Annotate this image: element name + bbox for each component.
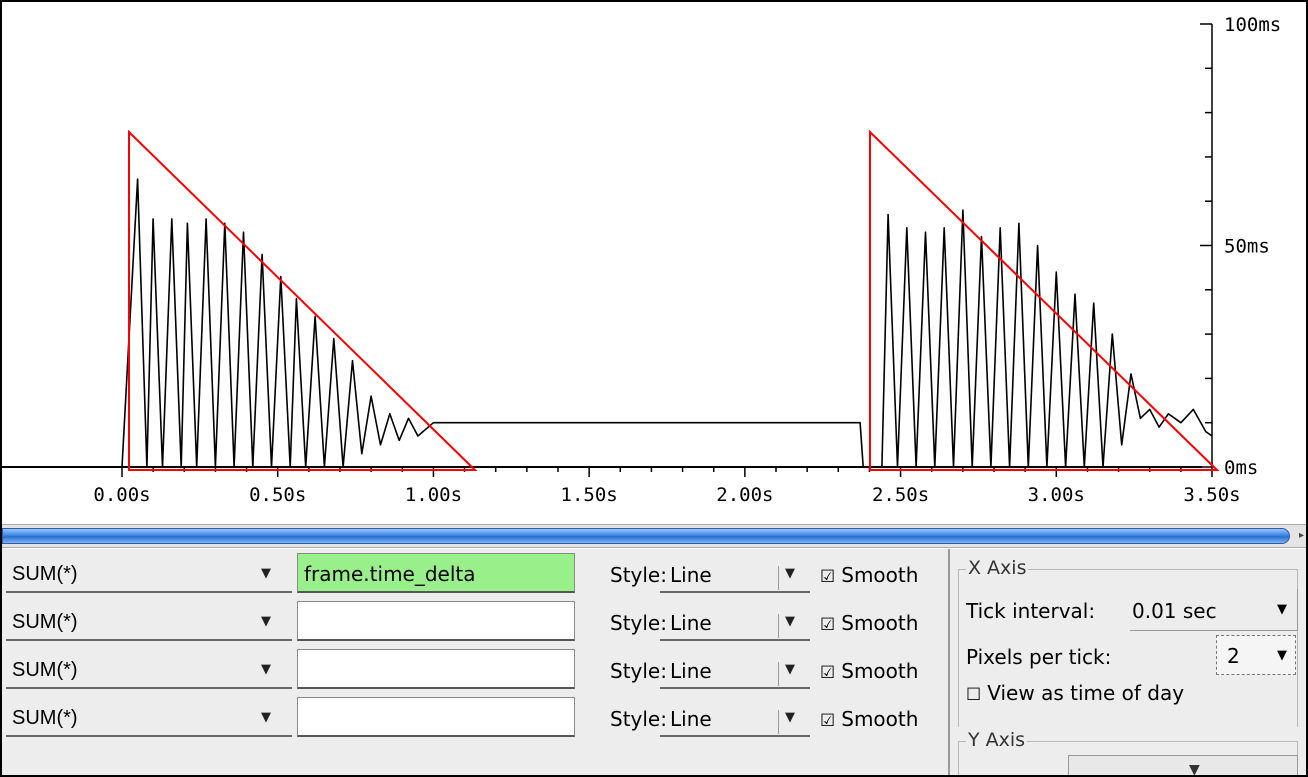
x-tick-label: 2.00s (716, 484, 773, 506)
style-select-value: Line (670, 659, 712, 683)
style-select-value: Line (670, 611, 712, 635)
graph-row-4: SUM(*) ▼ Style: Line ▼ ☑ Smooth (2, 697, 952, 741)
graph-row-2: SUM(*) ▼ Style: Line ▼ ☑ Smooth (2, 601, 952, 645)
style-select[interactable]: Line ▼ (660, 649, 810, 689)
x-tick-label: 0.00s (93, 484, 150, 506)
panel-divider (948, 549, 950, 775)
pixels-per-tick-value: 2 (1227, 644, 1240, 668)
calc-select[interactable]: SUM(*) ▼ (6, 649, 292, 689)
graph-controls-panel: SUM(*) ▼ frame.time_delta Style: Line ▼ … (2, 549, 1306, 777)
tick-interval-label: Tick interval: (966, 599, 1096, 623)
chevron-down-icon[interactable]: ▼ (1189, 762, 1200, 777)
calc-select-value: SUM(*) (12, 563, 78, 585)
chevron-down-icon[interactable]: ▼ (778, 662, 795, 686)
graph-area: 100ms 50ms 0ms 0.00s 0.50s 1.00s 1.50s 2.00s 2.5… (2, 2, 1306, 522)
chevron-down-icon[interactable]: ▼ (1277, 648, 1287, 663)
scroll-right-arrow-icon[interactable]: ▸ (1298, 530, 1304, 541)
pixels-per-tick-label: Pixels per tick: (966, 645, 1112, 669)
chevron-down-icon[interactable]: ▼ (778, 566, 795, 590)
calc-select-value: SUM(*) (12, 659, 78, 681)
calc-select-value: SUM(*) (12, 611, 78, 633)
smooth-label: Smooth (841, 563, 919, 587)
smooth-label: Smooth (841, 707, 919, 731)
x-tick-label: 3.50s (1183, 484, 1240, 506)
chevron-down-icon[interactable]: ▼ (1277, 602, 1287, 617)
y-axis-select[interactable]: ▼ (1068, 755, 1298, 777)
style-select-value: Line (670, 563, 712, 587)
x-tick-label: 1.00s (405, 484, 462, 506)
calc-field-input[interactable] (297, 649, 575, 689)
horizontal-scrollbar[interactable]: ▸ (2, 524, 1306, 548)
checkbox-checked-icon[interactable]: ☑ (820, 711, 836, 731)
pixels-per-tick-select[interactable]: 2 ▼ (1216, 635, 1296, 675)
smooth-checkbox[interactable]: ☑ Smooth (820, 659, 918, 683)
style-select[interactable]: Line ▼ (660, 601, 810, 641)
chevron-down-icon[interactable]: ▼ (778, 614, 795, 638)
checkbox-checked-icon[interactable]: ☑ (820, 567, 836, 587)
annotation-triangle-right (869, 129, 1220, 471)
smooth-checkbox[interactable]: ☑ Smooth (820, 611, 918, 635)
view-time-of-day-checkbox[interactable]: ☐ View as time of day (966, 681, 1184, 705)
chevron-down-icon[interactable]: ▼ (261, 614, 271, 629)
y-tick-label: 100ms (1224, 14, 1281, 36)
calc-select[interactable]: SUM(*) ▼ (6, 553, 292, 593)
chevron-down-icon[interactable]: ▼ (778, 710, 795, 734)
calc-field-input[interactable] (297, 697, 575, 737)
calc-select[interactable]: SUM(*) ▼ (6, 601, 292, 641)
style-select[interactable]: Line ▼ (660, 553, 810, 593)
x-tick-label: 3.00s (1028, 484, 1085, 506)
checkbox-checked-icon[interactable]: ☑ (820, 615, 836, 635)
y-axis-title: Y Axis (966, 729, 1028, 751)
style-label: Style: (610, 659, 667, 683)
y-tick-label: 50ms (1224, 236, 1270, 258)
smooth-label: Smooth (841, 611, 919, 635)
x-axis-title: X Axis (966, 557, 1029, 579)
x-tick-label: 2.50s (872, 484, 929, 506)
graph-row-1: SUM(*) ▼ frame.time_delta Style: Line ▼ … (2, 553, 952, 597)
calc-field-input[interactable] (297, 601, 575, 641)
calc-field-value: frame.time_delta (304, 562, 476, 586)
tick-interval-value: 0.01 sec (1132, 599, 1217, 623)
chevron-down-icon[interactable]: ▼ (261, 566, 271, 581)
y-axis-panel: Y Axis ▼ (958, 729, 1302, 777)
x-tick-label: 1.50s (561, 484, 618, 506)
graph-row-3: SUM(*) ▼ Style: Line ▼ ☑ Smooth (2, 649, 952, 693)
io-graph-chart: 100ms 50ms 0ms 0.00s 0.50s 1.00s 1.50s 2.00s 2.5… (2, 14, 1281, 506)
tick-interval-select[interactable]: 0.01 sec ▼ (1130, 589, 1298, 631)
x-axis-groupbox (958, 569, 1298, 727)
style-label: Style: (610, 563, 667, 587)
style-select[interactable]: Line ▼ (660, 697, 810, 737)
calc-field-input[interactable]: frame.time_delta (297, 553, 575, 593)
annotation-triangle-left (128, 129, 478, 471)
view-time-of-day-label: View as time of day (987, 681, 1185, 705)
style-label: Style: (610, 707, 667, 731)
smooth-checkbox[interactable]: ☑ Smooth (820, 563, 918, 587)
checkbox-unchecked-icon[interactable]: ☐ (966, 685, 982, 705)
y-tick-label: 0ms (1224, 457, 1258, 479)
smooth-label: Smooth (841, 659, 919, 683)
chevron-down-icon[interactable]: ▼ (261, 662, 271, 677)
x-axis-panel: X Axis Tick interval: 0.01 sec ▼ Pixels … (958, 557, 1302, 727)
x-tick-label: 0.50s (249, 484, 306, 506)
chevron-down-icon[interactable]: ▼ (261, 710, 271, 725)
style-label: Style: (610, 611, 667, 635)
smooth-checkbox[interactable]: ☑ Smooth (820, 707, 918, 731)
scroll-thumb[interactable] (2, 528, 1290, 544)
calc-select-value: SUM(*) (12, 707, 78, 729)
checkbox-checked-icon[interactable]: ☑ (820, 663, 836, 683)
calc-select[interactable]: SUM(*) ▼ (6, 697, 292, 737)
series-line (121, 178, 1213, 468)
style-select-value: Line (670, 707, 712, 731)
